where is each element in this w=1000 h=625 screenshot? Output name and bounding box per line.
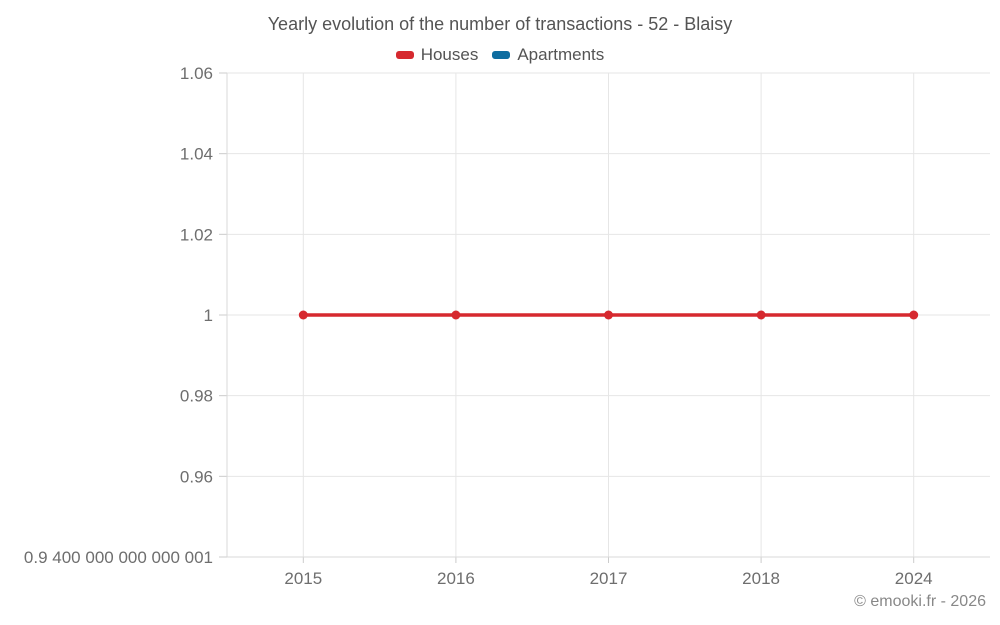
- y-axis-label: 0.96: [180, 467, 213, 486]
- attribution: © emooki.fr - 2026: [854, 593, 986, 610]
- x-axis-label: 2016: [437, 569, 475, 588]
- apartments-legend-swatch-icon: [492, 51, 511, 59]
- x-axis-label: 2024: [895, 569, 933, 588]
- y-axis-label: 0.9 400 000 000 000 001: [24, 548, 213, 567]
- legend-item-apartments[interactable]: Apartments: [492, 45, 604, 65]
- data-point-houses[interactable]: [451, 310, 461, 320]
- x-axis-label: 2018: [742, 569, 780, 588]
- legend-item-label: Houses: [420, 45, 479, 64]
- data-point-houses[interactable]: [298, 310, 308, 320]
- y-axis-label: 1.02: [180, 225, 213, 244]
- data-point-houses[interactable]: [604, 310, 613, 320]
- legend-item-label: Apartments: [517, 45, 605, 64]
- y-axis-label: 1.04: [180, 145, 213, 164]
- x-axis-label: 2015: [284, 569, 322, 588]
- x-axis-label: 2017: [590, 569, 628, 588]
- y-axis-label: 1: [204, 306, 213, 325]
- houses-legend-swatch-icon: [395, 51, 414, 59]
- chart-legend: Houses Apartments: [0, 45, 1000, 65]
- legend-item-houses[interactable]: Houses: [395, 45, 479, 65]
- chart-title: Yearly evolution of the number of transa…: [267, 14, 733, 34]
- y-axis-label: 0.98: [180, 387, 213, 406]
- data-point-houses[interactable]: [909, 310, 919, 320]
- data-point-houses[interactable]: [756, 310, 766, 320]
- y-axis-label: 1.06: [180, 64, 213, 83]
